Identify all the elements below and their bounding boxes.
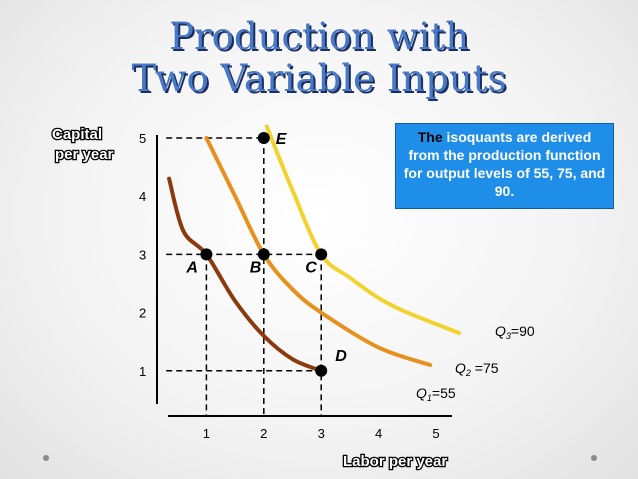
y-tick-label: 4 bbox=[139, 189, 146, 204]
isoquant-label-letter: Q bbox=[416, 385, 427, 401]
isoquant-curve-q3 bbox=[264, 124, 461, 335]
isoquant-label-subscript: 3 bbox=[506, 331, 511, 341]
x-tick-label: 5 bbox=[432, 426, 439, 441]
isoquant-label-letter: Q bbox=[455, 360, 466, 376]
isoquant-curve-q2 bbox=[204, 136, 433, 367]
point-label-e: E bbox=[276, 131, 288, 148]
y-axis-label-line1: Capital bbox=[52, 126, 102, 143]
point-a bbox=[200, 248, 213, 261]
point-e bbox=[257, 132, 270, 144]
x-axis-label: Labor per year bbox=[343, 453, 447, 470]
isoquant-label-q3: Q3=90 bbox=[495, 323, 535, 341]
point-d bbox=[315, 364, 328, 377]
isoquant-label-q1: Q1=55 bbox=[416, 385, 456, 403]
x-tick-label: 4 bbox=[375, 426, 382, 441]
slide-title-line1: Production with bbox=[169, 15, 469, 58]
note-text: isoquants are derived from the productio… bbox=[403, 129, 606, 199]
x-tick-label: 1 bbox=[203, 426, 210, 441]
y-tick-label: 3 bbox=[139, 247, 146, 262]
y-axis-label-line2: per year bbox=[55, 146, 114, 163]
isoquant-label-value: =75 bbox=[471, 360, 499, 376]
isoquant-curve-q1 bbox=[167, 176, 324, 373]
point-label-b: B bbox=[250, 259, 262, 276]
note-box: The isoquants are derived from the produ… bbox=[395, 123, 614, 209]
x-tick-label: 3 bbox=[318, 426, 325, 441]
x-tick-label: 2 bbox=[260, 426, 267, 441]
point-b bbox=[257, 248, 270, 261]
y-tick-label: 5 bbox=[139, 131, 146, 146]
slide-title-line2: Two Variable Inputs bbox=[131, 57, 507, 100]
point-label-a: A bbox=[185, 259, 198, 276]
isoquant-label-letter: Q bbox=[495, 323, 506, 339]
left-decor-dot bbox=[43, 455, 49, 461]
note-lead: The bbox=[417, 129, 443, 145]
isoquant-label-value: =90 bbox=[511, 323, 535, 339]
point-label-d: D bbox=[335, 348, 347, 365]
isoquant-label-subscript: 1 bbox=[427, 393, 432, 403]
point-c bbox=[315, 248, 328, 261]
right-decor-dot bbox=[591, 455, 597, 461]
y-tick-label: 2 bbox=[139, 306, 146, 321]
point-label-c: C bbox=[305, 259, 317, 276]
isoquant-label-subscript: 2 bbox=[465, 368, 471, 378]
isoquant-label-q2: Q2 =75 bbox=[455, 360, 499, 378]
isoquant-label-value: =55 bbox=[432, 385, 456, 401]
y-tick-label: 1 bbox=[139, 364, 146, 379]
